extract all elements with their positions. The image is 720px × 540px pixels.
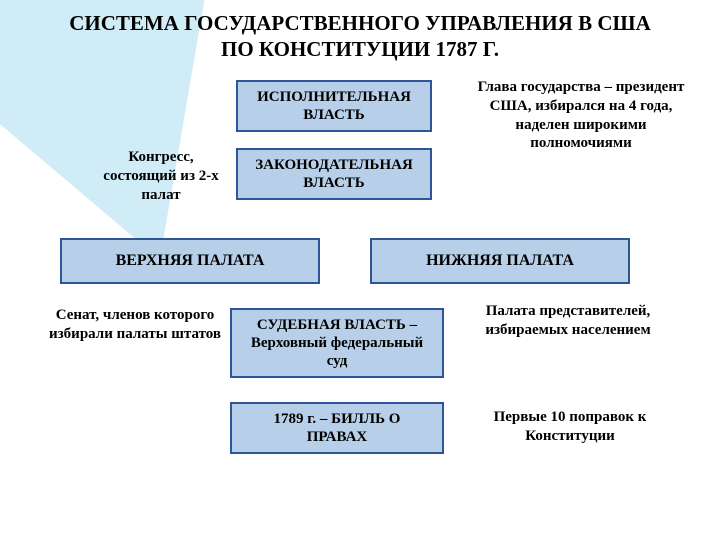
note-amendments: Первые 10 поправок к Конституции	[470, 408, 670, 446]
box-bill-of-rights: 1789 г. – БИЛЛЬ О ПРАВАХ	[230, 402, 444, 454]
box-judicial-label: СУДЕБНАЯ ВЛАСТЬ – Верховный федеральный …	[242, 316, 432, 370]
box-legislative: ЗАКОНОДАТЕЛЬНАЯ ВЛАСТЬ	[236, 148, 432, 200]
page-title: СИСТЕМА ГОСУДАРСТВЕННОГО УПРАВЛЕНИЯ В СШ…	[0, 0, 720, 63]
title-line-2: ПО КОНСТИТУЦИИ 1787 Г.	[20, 36, 700, 62]
box-legislative-label: ЗАКОНОДАТЕЛЬНАЯ ВЛАСТЬ	[248, 156, 420, 192]
box-executive-label: ИСПОЛНИТЕЛЬНАЯ ВЛАСТЬ	[248, 88, 420, 124]
box-executive: ИСПОЛНИТЕЛЬНАЯ ВЛАСТЬ	[236, 80, 432, 132]
diagram-content: СИСТЕМА ГОСУДАРСТВЕННОГО УПРАВЛЕНИЯ В СШ…	[0, 0, 720, 540]
note-congress: Конгресс, состоящий из 2-х палат	[96, 148, 226, 204]
box-lower-label: НИЖНЯЯ ПАЛАТА	[426, 251, 574, 270]
note-representatives: Палата представителей, избираемых населе…	[478, 302, 658, 340]
note-senate: Сенат, членов которого избирали палаты ш…	[42, 306, 228, 344]
box-judicial: СУДЕБНАЯ ВЛАСТЬ – Верховный федеральный …	[230, 308, 444, 378]
title-line-1: СИСТЕМА ГОСУДАРСТВЕННОГО УПРАВЛЕНИЯ В СШ…	[20, 10, 700, 36]
box-upper-chamber: ВЕРХНЯЯ ПАЛАТА	[60, 238, 320, 284]
note-president: Глава государства – президент США, избир…	[476, 78, 686, 153]
box-lower-chamber: НИЖНЯЯ ПАЛАТА	[370, 238, 630, 284]
box-bill-label: 1789 г. – БИЛЛЬ О ПРАВАХ	[242, 410, 432, 446]
box-upper-label: ВЕРХНЯЯ ПАЛАТА	[116, 251, 265, 270]
